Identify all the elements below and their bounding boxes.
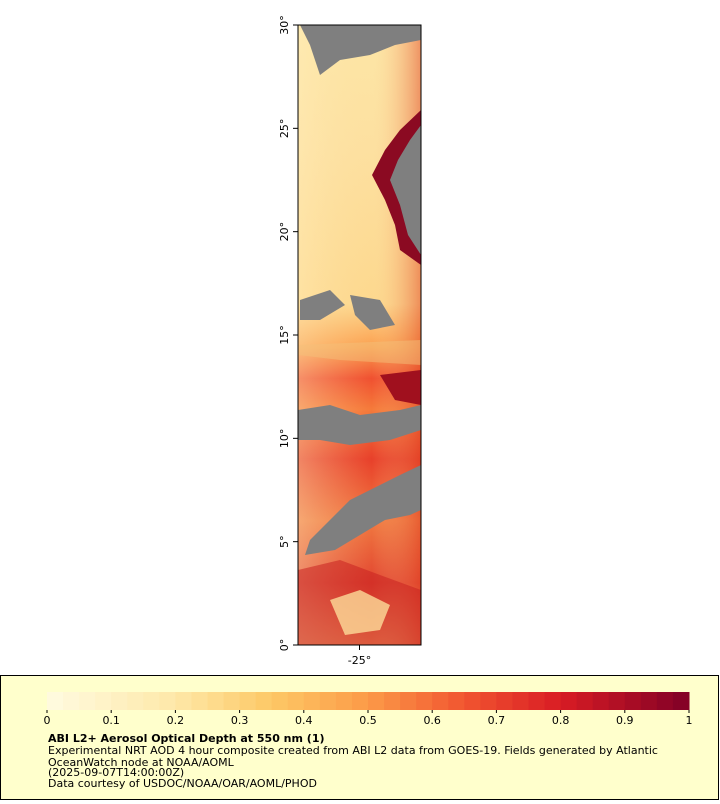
colorbar-cell bbox=[319, 692, 337, 710]
colorbar-cell bbox=[576, 692, 594, 710]
lat-tick-label: 20° bbox=[278, 222, 291, 242]
colorbar-cell bbox=[191, 692, 208, 710]
colorbar-cell bbox=[432, 692, 449, 710]
colorbar-cell bbox=[416, 692, 433, 710]
aod-map bbox=[298, 25, 421, 645]
colorbar-tick-label: 0.6 bbox=[423, 714, 441, 727]
lat-tick-label: 25° bbox=[278, 119, 291, 139]
colorbar-tick-label: 0.9 bbox=[616, 714, 634, 727]
colorbar-tick-label: 0.3 bbox=[231, 714, 249, 727]
caption-line: (2025-09-07T14:00:00Z) bbox=[48, 766, 184, 779]
colorbar-cell bbox=[351, 692, 369, 710]
colorbar-cell bbox=[592, 692, 610, 710]
colorbar-cell bbox=[656, 692, 674, 710]
colorbar-cell bbox=[496, 692, 513, 710]
colorbar-cell bbox=[143, 692, 160, 710]
colorbar-cell bbox=[400, 692, 417, 710]
colorbar-cell bbox=[335, 692, 353, 710]
colorbar-tick-label: 0.1 bbox=[102, 714, 120, 727]
colorbar-cell bbox=[528, 692, 546, 710]
colorbar-cell bbox=[255, 692, 273, 710]
colorbar-cell bbox=[47, 692, 64, 710]
lat-tick-label: 0° bbox=[278, 639, 291, 652]
caption-title: ABI L2+ Aerosol Optical Depth at 550 nm … bbox=[48, 732, 325, 745]
colorbar-cell bbox=[95, 692, 112, 710]
lat-tick-label: 30° bbox=[278, 15, 291, 35]
colorbar-tick-label: 0.8 bbox=[552, 714, 570, 727]
colorbar-cell bbox=[175, 692, 192, 710]
colorbar-cell bbox=[303, 692, 321, 710]
colorbar-cell bbox=[159, 692, 176, 710]
colorbar-cell bbox=[560, 692, 578, 710]
colorbar-tick-label: 0.4 bbox=[295, 714, 313, 727]
colorbar-cell bbox=[384, 692, 401, 710]
colorbar-tick-label: 0.2 bbox=[167, 714, 185, 727]
colorbar-cell bbox=[464, 692, 481, 710]
colorbar-cell bbox=[127, 692, 144, 710]
colorbar-cell bbox=[368, 692, 385, 710]
colorbar-cell bbox=[207, 692, 225, 710]
colorbar-cell bbox=[544, 692, 562, 710]
colorbar-tick-label: 0.5 bbox=[359, 714, 377, 727]
colorbar-cell bbox=[63, 692, 80, 710]
lat-tick-label: 10° bbox=[278, 429, 291, 449]
colorbar-tick-label: 0 bbox=[44, 714, 51, 727]
colorbar-cell bbox=[223, 692, 241, 710]
colorbar-cell bbox=[640, 692, 658, 710]
colorbar-cell bbox=[512, 692, 529, 710]
caption-line: Data courtesy of USDOC/NOAA/OAR/AOML/PHO… bbox=[48, 777, 317, 790]
colorbar-tick-label: 0.7 bbox=[488, 714, 506, 727]
colorbar-cell bbox=[271, 692, 289, 710]
colorbar-cell bbox=[287, 692, 305, 710]
colorbar-cell bbox=[672, 692, 690, 710]
colorbar-cell bbox=[480, 692, 497, 710]
colorbar-cell bbox=[239, 692, 257, 710]
lon-tick-label: -25° bbox=[348, 654, 371, 667]
colorbar-cell bbox=[111, 692, 128, 710]
caption-line: Experimental NRT AOD 4 hour composite cr… bbox=[48, 744, 658, 757]
colorbar-cell bbox=[624, 692, 642, 710]
colorbar-tick-label: 1 bbox=[686, 714, 693, 727]
colorbar-cell bbox=[448, 692, 465, 710]
colorbar-cell bbox=[608, 692, 626, 710]
lat-tick-label: 5° bbox=[278, 535, 291, 548]
colorbar-cell bbox=[79, 692, 96, 710]
lat-tick-label: 15° bbox=[278, 325, 291, 345]
caption-line: OceanWatch node at NOAA/AOML bbox=[48, 756, 235, 769]
